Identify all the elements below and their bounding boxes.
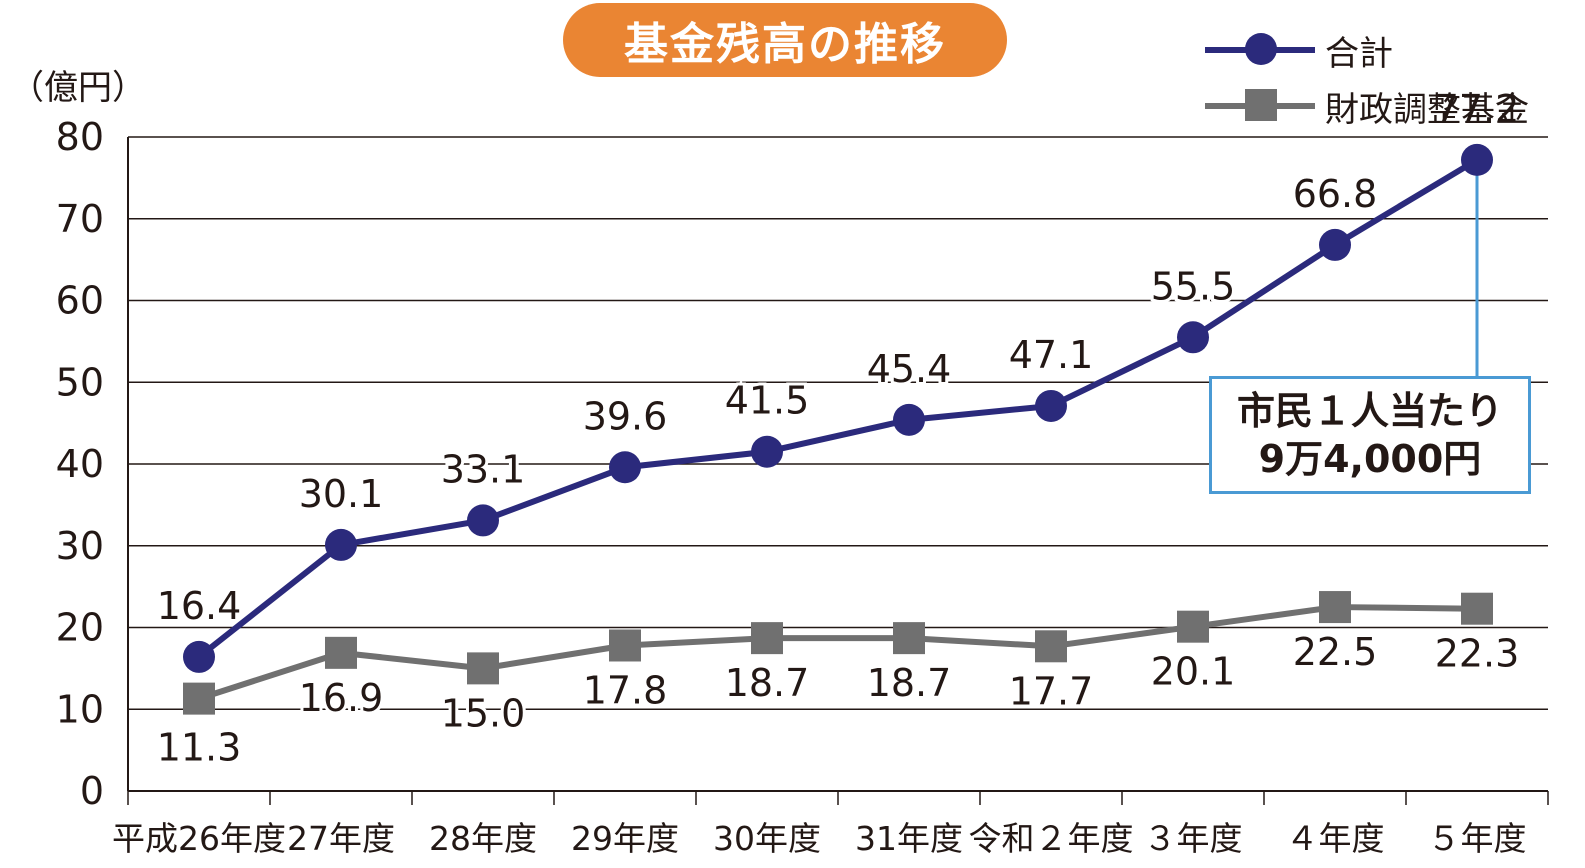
data-point-fund (183, 682, 215, 715)
data-point-fund (893, 622, 925, 655)
data-point-total (751, 435, 783, 468)
x-tick-label: ３年度 (1144, 819, 1243, 858)
x-tick-label: 令和２年度 (969, 819, 1134, 858)
data-point-fund (467, 652, 499, 685)
legend-label-fund: 財政調整基金 (1325, 89, 1529, 130)
legend-square-marker (1245, 89, 1277, 121)
x-tick-label: 28年度 (429, 819, 537, 858)
chart-title-badge: 基金残高の推移 (563, 3, 1007, 77)
legend-circle-marker (1245, 33, 1277, 65)
data-label-total: 55.5 (1151, 264, 1236, 308)
data-label-total: 66.8 (1293, 172, 1378, 216)
x-tick-label: 27年度 (287, 819, 395, 858)
y-tick-label: 0 (80, 769, 104, 813)
x-tick-label: ５年度 (1428, 819, 1527, 858)
y-tick-label: 40 (56, 442, 104, 486)
x-tick-label: 平成26年度 (112, 819, 286, 858)
data-label-total: 47.1 (1009, 333, 1094, 377)
data-label-fund: 17.7 (1009, 669, 1094, 713)
data-point-fund (1461, 592, 1493, 625)
callout-line-2: 9万4,000円 (1258, 437, 1482, 481)
data-point-fund (609, 629, 641, 662)
data-point-total (1319, 228, 1351, 261)
data-point-total (1035, 389, 1067, 422)
x-tick-label: ４年度 (1286, 819, 1385, 858)
data-label-fund: 11.3 (157, 726, 242, 770)
data-label-total: 33.1 (441, 447, 526, 491)
data-point-fund (751, 622, 783, 655)
legend-line-total (1205, 33, 1315, 65)
legend-item-total: 合計 (1205, 22, 1529, 78)
data-label-fund: 16.9 (299, 676, 384, 720)
data-label-fund: 22.5 (1293, 630, 1378, 674)
data-label-fund: 15.0 (441, 691, 526, 735)
data-point-total (325, 528, 357, 561)
x-tick-label: 29年度 (571, 819, 679, 858)
data-point-total (893, 403, 925, 436)
x-axis-tick-labels: 平成26年度 27年度 28年度 29年度 30年度 31年度 令和２年度 ３年度 ４年度 ５年度 (112, 819, 1527, 858)
data-label-total: 41.5 (725, 379, 810, 423)
y-tick-label: 10 (56, 687, 104, 731)
data-point-fund (325, 636, 357, 669)
legend-item-fund: 財政調整基金 (1205, 78, 1529, 134)
data-point-total (1461, 143, 1493, 176)
data-label-total: 77.2 (1435, 87, 1520, 131)
data-label-total: 45.4 (867, 347, 952, 391)
data-point-fund (1319, 591, 1351, 624)
data-labels-group: 16.4 30.1 33.1 39.6 41.5 45.4 47.1 55.5 66.8 77.2… (154, 84, 1523, 773)
data-point-fund (1035, 630, 1067, 663)
x-tick-label: 30年度 (713, 819, 821, 858)
data-label-total: 30.1 (299, 472, 384, 516)
y-tick-label: 70 (56, 197, 104, 241)
data-label-total: 39.6 (583, 394, 668, 438)
data-point-total (1177, 321, 1209, 354)
y-tick-label: 50 (56, 360, 104, 404)
data-label-fund: 18.7 (867, 661, 952, 705)
data-label-fund: 17.8 (583, 668, 668, 712)
data-point-total (183, 640, 215, 673)
grid-lines (127, 136, 1549, 805)
data-label-fund: 22.3 (1435, 632, 1520, 676)
data-label-fund: 18.7 (725, 661, 810, 705)
data-label-total: 16.4 (157, 584, 242, 628)
data-point-fund (1177, 610, 1209, 643)
data-label-fund: 20.1 (1151, 650, 1236, 694)
series-line-total (197, 157, 1479, 660)
per-capita-callout: 市民１人当たり 9万4,000円 (1209, 376, 1531, 494)
legend-line-fund (1205, 89, 1315, 121)
y-axis-tick-labels: 0 10 20 30 40 50 60 70 80 (56, 115, 104, 813)
series-group (183, 143, 1493, 715)
legend: 合計 財政調整基金 (1205, 22, 1529, 134)
legend-label-total: 合計 (1325, 33, 1393, 74)
y-tick-label: 30 (56, 524, 104, 568)
data-point-total (467, 504, 499, 537)
series-line-fund (198, 604, 1478, 702)
x-tick-label: 31年度 (855, 819, 963, 858)
y-tick-label: 60 (56, 279, 104, 323)
y-tick-label: 80 (56, 115, 104, 159)
data-point-total (609, 451, 641, 484)
callout-line-1: 市民１人当たり (1236, 389, 1503, 433)
y-axis-unit-label: （億円） (10, 68, 146, 108)
chart-title: 基金残高の推移 (624, 19, 946, 70)
y-tick-label: 20 (56, 606, 104, 650)
